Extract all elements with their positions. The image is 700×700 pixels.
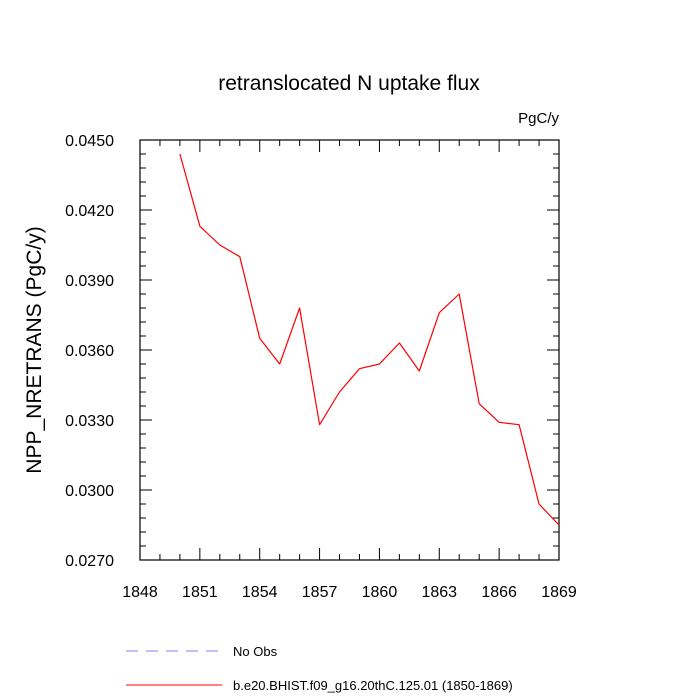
y-tick-label: 0.0420: [65, 203, 114, 220]
series-layer: [179, 153, 560, 526]
y-tick-label: 0.0390: [65, 273, 114, 290]
x-tick-label: 1857: [302, 584, 338, 601]
x-tick-label: 1869: [541, 584, 577, 601]
y-tick-label: 0.0300: [65, 483, 114, 500]
legend-label-0: No Obs: [233, 644, 278, 659]
legend-label-1: b.e20.BHIST.f09_g16.20thC.125.01 (1850-1…: [233, 678, 513, 693]
x-tick-label: 1863: [421, 584, 457, 601]
x-tick-label: 1854: [242, 584, 278, 601]
x-tick-label: 1860: [362, 584, 398, 601]
x-tick-label: 1866: [481, 584, 517, 601]
y-tick-label: 0.0270: [65, 553, 114, 570]
series-line-0: [179, 153, 560, 526]
y-axis-label: NPP_NRETRANS (PgC/y): [23, 226, 46, 473]
units-label: PgC/y: [518, 110, 559, 127]
y-tick-label: 0.0330: [65, 413, 114, 430]
y-tick-label: 0.0360: [65, 343, 114, 360]
chart-title: retranslocated N uptake flux: [218, 72, 480, 95]
plot-frame: [139, 139, 560, 561]
x-tick-label: 1851: [182, 584, 218, 601]
axis-tick-labels: 1848 1851 1854 1857 1860 1863 1866 1869 0.0270 0.…: [65, 133, 577, 601]
legend: No Obs b.e20.BHIST.f09_g16.20thC.125.01 (…: [126, 644, 513, 693]
x-tick-label: 1848: [122, 584, 158, 601]
axis-ticks: [139, 139, 560, 561]
y-tick-label: 0.0450: [65, 133, 114, 150]
